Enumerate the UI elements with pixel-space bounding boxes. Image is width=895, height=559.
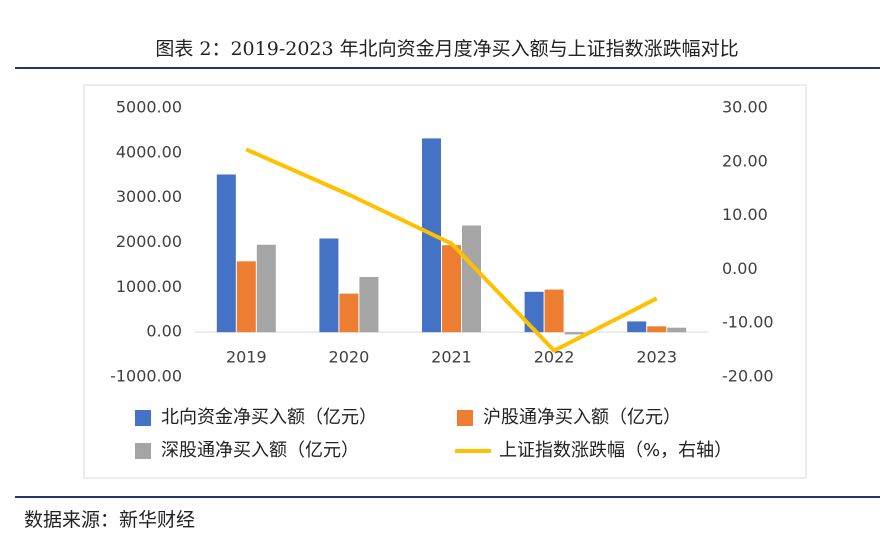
bar — [216, 174, 236, 333]
legend-swatch — [135, 443, 151, 459]
line — [245, 147, 658, 353]
legend-label: 深股通净买入额（亿元） — [161, 440, 359, 461]
plot-frame — [83, 84, 807, 479]
y-tick-label: 5000.00 — [116, 98, 182, 117]
y-tick-label: 2000.00 — [116, 232, 182, 251]
bar — [462, 225, 481, 333]
bar — [524, 291, 544, 333]
bar — [647, 326, 667, 333]
legend-label: 上证指数涨跌幅（%，右轴） — [499, 440, 732, 461]
bar — [339, 293, 359, 333]
y2-tick-label: -10.00 — [722, 313, 774, 332]
bar — [359, 277, 379, 333]
y2-tick-label: 10.00 — [722, 205, 768, 224]
bar — [544, 289, 564, 333]
y-tick-label: 1000.00 — [116, 277, 182, 296]
y-tick-label: 3000.00 — [116, 187, 182, 206]
bar — [236, 261, 256, 333]
y2-tick-label: 30.00 — [722, 98, 768, 117]
bar — [667, 327, 687, 333]
bar — [564, 332, 584, 335]
y2-tick-label: 0.00 — [722, 259, 758, 278]
y-tick-label: -1000.00 — [110, 367, 182, 386]
legend-swatch — [135, 410, 151, 426]
y-tick-label: 4000.00 — [116, 142, 182, 161]
chart-title: 图表 2：2019-2023 年北向资金月度净买入额与上证指数涨跌幅对比 — [155, 38, 738, 60]
y2-tick-label: -20.00 — [722, 367, 774, 386]
bar — [256, 244, 276, 333]
legend-label: 沪股通净买入额（亿元） — [483, 407, 681, 428]
bar — [319, 238, 339, 333]
bar — [442, 245, 461, 333]
source: 数据来源：新华财经 — [24, 509, 195, 531]
x-tick-label: 2022 — [534, 348, 575, 367]
y-tick-label: 0.00 — [146, 322, 182, 341]
x-tick-label: 2021 — [431, 348, 472, 367]
y2-tick-label: 20.00 — [722, 151, 768, 170]
x-tick-label: 2019 — [226, 348, 267, 367]
x-tick-label: 2020 — [329, 348, 370, 367]
legend-swatch — [457, 410, 473, 426]
legend-label: 北向资金净买入额（亿元） — [161, 407, 377, 428]
bar — [627, 321, 647, 333]
x-tick-label: 2023 — [636, 348, 677, 367]
